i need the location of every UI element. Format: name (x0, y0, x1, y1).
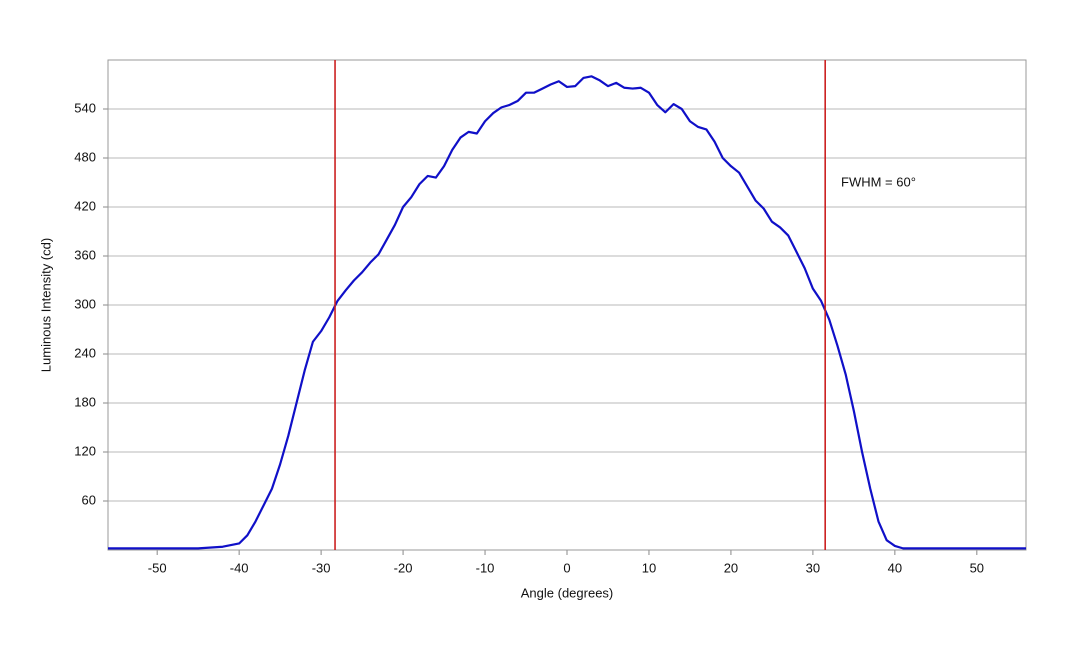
x-tick-label: -20 (394, 560, 413, 575)
y-tick-label: 300 (74, 296, 96, 311)
x-tick-label: 30 (806, 560, 820, 575)
y-tick-label: 60 (82, 492, 96, 507)
x-tick-label: -10 (476, 560, 495, 575)
y-tick-label: 120 (74, 443, 96, 458)
data-line (108, 75, 1026, 550)
x-tick-label: 40 (888, 560, 902, 575)
x-tick-label: 10 (642, 560, 656, 575)
x-tick-label: -40 (230, 560, 249, 575)
x-tick-label: -50 (148, 560, 167, 575)
y-axis-label: Luminous Intensity (cd) (38, 238, 53, 372)
x-tick-label: -30 (312, 560, 331, 575)
x-tick-label: 0 (563, 560, 570, 575)
x-tick-label: 20 (724, 560, 738, 575)
y-tick-label: 180 (74, 394, 96, 409)
plot-border (107, 59, 1027, 551)
x-tick-label: 50 (970, 560, 984, 575)
y-tick-label: 240 (74, 345, 96, 360)
annotation: FWHM = 60° (841, 174, 916, 189)
y-tick-label: 360 (74, 247, 96, 262)
y-tick-label: 540 (74, 100, 96, 115)
x-axis-label: Angle (degrees) (521, 585, 614, 600)
y-tick-label: 420 (74, 198, 96, 213)
y-tick-label: 480 (74, 149, 96, 164)
